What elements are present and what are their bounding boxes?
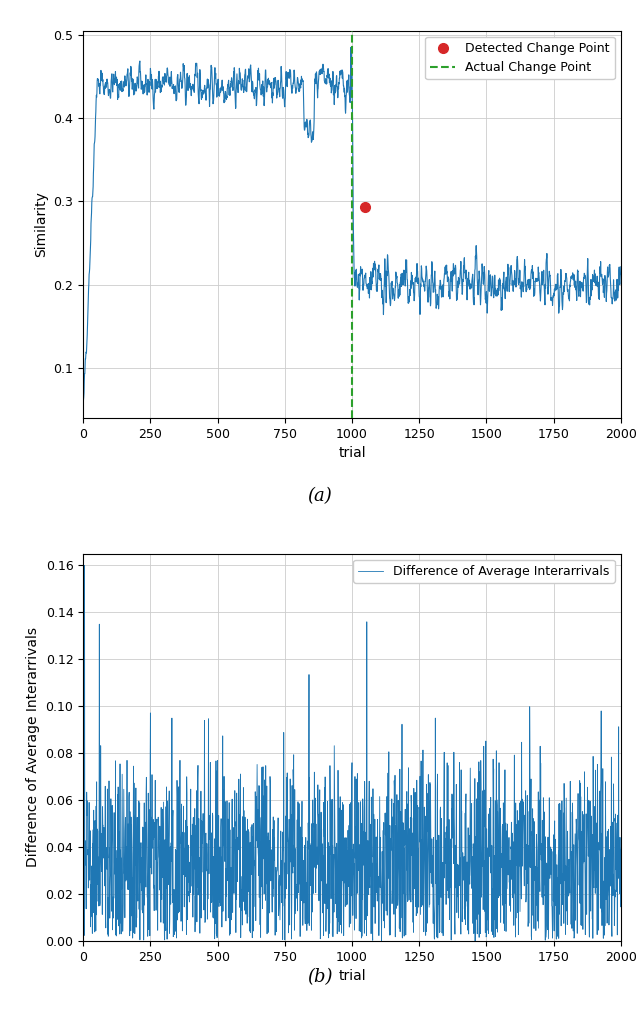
Difference of Average Interarrivals: [127, 909, 135, 922]
Difference of Average Interarrivals: [522, 892, 530, 904]
Legend: Detected Change Point, Actual Change Point: Detected Change Point, Actual Change Poi…: [425, 37, 614, 79]
Y-axis label: Difference of Average Interarrivals: Difference of Average Interarrivals: [26, 627, 40, 868]
Line: Difference of Average Interarrivals: Difference of Average Interarrivals: [83, 566, 621, 941]
Difference of Average Interarrivals: [109, 924, 116, 936]
Difference of Average Interarrivals: [92, 895, 99, 907]
Difference of Average Interarrivals: [378, 935, 385, 947]
Legend: Difference of Average Interarrivals: Difference of Average Interarrivals: [353, 560, 614, 583]
X-axis label: trial: trial: [338, 446, 366, 460]
Difference of Average Interarrivals: [403, 786, 411, 798]
X-axis label: trial: trial: [338, 970, 366, 983]
Text: (a): (a): [308, 487, 332, 505]
Difference of Average Interarrivals: [79, 891, 87, 903]
Difference of Average Interarrivals: [279, 839, 287, 851]
Text: (b): (b): [307, 968, 333, 986]
Y-axis label: Similarity: Similarity: [34, 191, 48, 258]
Difference of Average Interarrivals: [617, 843, 625, 855]
Difference of Average Interarrivals: [81, 560, 88, 572]
